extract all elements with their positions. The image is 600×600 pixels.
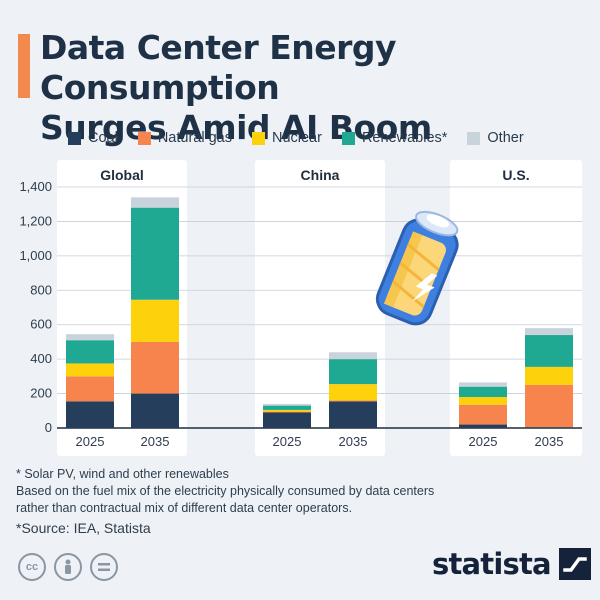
bar-global-2025-coal: [66, 401, 114, 428]
bar-u-s-2025-other: [459, 382, 507, 387]
panel-title-global: Global: [100, 167, 144, 183]
legend-label-nuclear: Nuclear: [271, 130, 322, 146]
bar-u-s-2035-other: [525, 328, 573, 336]
title-line-2: Surges Amid AI Boom: [40, 108, 432, 147]
y-tick-label-800: 800: [30, 282, 52, 297]
x-tick-label-u-s-2035: 2035: [535, 434, 564, 449]
y-tick-label-0: 0: [45, 420, 52, 435]
title-accent-bar: [18, 34, 30, 98]
bar-u-s-2025-renewables: [459, 386, 507, 398]
footnote-method-2: rather than contractual mix of different…: [16, 501, 353, 515]
equals-icon[interactable]: [90, 553, 118, 581]
bar-global-2035-renewables: [131, 207, 179, 300]
legend-swatch-natural-gas: [137, 131, 151, 145]
bar-u-s-2035-nuclear: [525, 366, 573, 385]
x-tick-label-u-s-2025: 2025: [469, 434, 498, 449]
title-line-1: Data Center Energy Consumption: [40, 28, 397, 107]
battery-icon: [375, 210, 459, 326]
cc-icon[interactable]: cc: [18, 553, 46, 581]
footnote-renewables: * Solar PV, wind and other renewables: [16, 467, 229, 481]
legend: Coal Natural gas Nuclear Renewables* Oth…: [68, 130, 524, 146]
legend-label-renewables: Renewables*: [361, 130, 448, 146]
statista-logo[interactable]: statista: [432, 547, 591, 581]
bar-u-s-2025-coal: [459, 424, 507, 428]
bar-global-2025-natural-gas: [66, 376, 114, 402]
panel-title-u-s: U.S.: [502, 167, 529, 183]
legend-label-coal: Coal: [88, 130, 118, 146]
y-tick-label-1400: 1,400: [19, 179, 52, 194]
legend-swatch-other: [467, 131, 481, 145]
y-tick-label-1000: 1,000: [19, 248, 52, 263]
legend-item-other: Other: [467, 130, 524, 146]
bar-u-s-2035-natural-gas: [525, 384, 573, 428]
bar-china-2035-nuclear: [329, 384, 377, 401]
y-tick-label-1200: 1,200: [19, 213, 52, 228]
legend-swatch-nuclear: [251, 131, 265, 145]
chart-title: Data Center Energy Consumption Surges Am…: [40, 28, 590, 148]
bar-china-2025-other: [263, 403, 311, 406]
bar-china-2035-renewables: [329, 359, 377, 385]
x-tick-label-global-2035: 2035: [141, 434, 170, 449]
x-tick-label-global-2025: 2025: [76, 434, 105, 449]
legend-item-coal: Coal: [68, 130, 118, 146]
bar-china-2025-renewables: [263, 405, 311, 410]
bar-global-2025-nuclear: [66, 363, 114, 377]
bar-global-2025-other: [66, 334, 114, 341]
footnotes: * Solar PV, wind and other renewables Ba…: [16, 466, 496, 517]
legend-label-other: Other: [487, 130, 524, 146]
legend-item-nuclear: Nuclear: [251, 130, 322, 146]
bar-u-s-2035-coal: [525, 427, 573, 428]
bar-u-s-2025-natural-gas: [459, 404, 507, 425]
bar-global-2035-other: [131, 197, 179, 208]
y-tick-label-200: 200: [30, 386, 52, 401]
x-tick-label-china-2035: 2035: [339, 434, 368, 449]
panel-title-china: China: [301, 167, 340, 183]
footnote-method-1: Based on the fuel mix of the electricity…: [16, 484, 435, 498]
bar-global-2025-renewables: [66, 340, 114, 364]
license-icons: cc: [18, 553, 118, 581]
bar-u-s-2025-nuclear: [459, 397, 507, 405]
bar-china-2025-natural-gas: [263, 411, 311, 413]
bar-china-2035-natural-gas: [329, 400, 377, 402]
bar-china-2035-coal: [329, 401, 377, 428]
bar-china-2035-other: [329, 352, 377, 360]
grid-layer: 0 200 400 600 800 1,000 1,200 1,400 2025 2035 2025…: [19, 179, 582, 449]
y-tick-label-600: 600: [30, 317, 52, 332]
legend-swatch-coal: [68, 131, 81, 145]
legend-item-natural-gas: Natural gas: [137, 130, 232, 146]
bar-u-s-2035-renewables: [525, 335, 573, 367]
bar-global-2035-coal: [131, 393, 179, 428]
brand-name: statista: [432, 547, 552, 581]
bar-china-2025-coal: [263, 412, 311, 428]
x-tick-label-china-2025: 2025: [273, 434, 302, 449]
bar-global-2035-nuclear: [131, 299, 179, 342]
bar-global-2035-natural-gas: [131, 341, 179, 394]
legend-swatch-renewables: [341, 131, 355, 145]
person-icon[interactable]: [54, 553, 82, 581]
statista-mark-icon: [558, 548, 591, 580]
bar-china-2025-nuclear: [263, 409, 311, 412]
legend-label-natural-gas: Natural gas: [157, 130, 232, 146]
source-note: *Source: IEA, Statista: [16, 520, 151, 536]
legend-item-renewables: Renewables*: [341, 130, 448, 146]
y-tick-label-400: 400: [30, 351, 52, 366]
